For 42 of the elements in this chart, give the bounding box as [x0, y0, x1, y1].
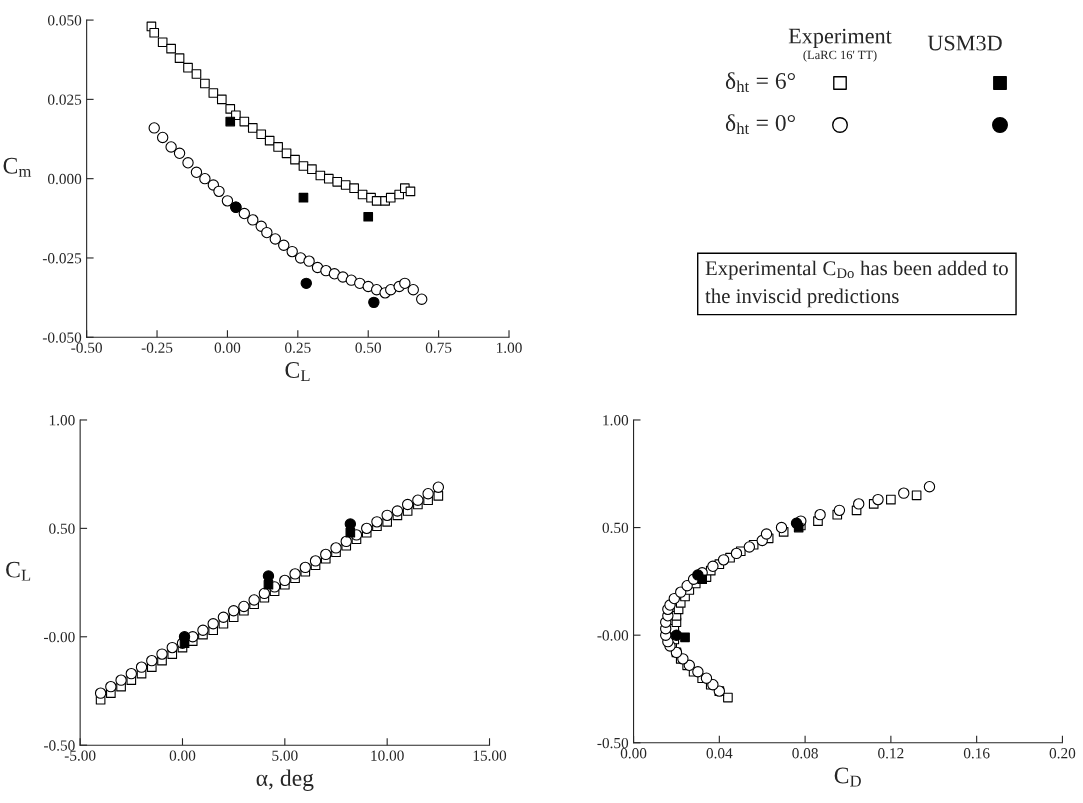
x-tick-label: 0.25 — [285, 342, 311, 353]
x-tick-label: 15.00 — [473, 750, 507, 761]
x-tick-label: 0.00 — [214, 342, 241, 353]
y-tick-label: 0.025 — [47, 94, 82, 105]
y-tick-label: 0.50 — [602, 522, 629, 534]
text: USM3D — [927, 35, 1002, 51]
x-tick-label: 1.00 — [496, 342, 522, 353]
y-tick-label: -0.050 — [42, 332, 82, 343]
x-axis-title: C$_{L}$ — [285, 362, 310, 381]
x-tick-label: 0.75 — [425, 342, 452, 353]
text: (LaRC 16' TT) — [803, 50, 877, 62]
x-tick-label: 0.00 — [169, 750, 196, 761]
y-tick-label: -0.00 — [44, 631, 75, 643]
x-tick-label: -5.00 — [64, 750, 96, 761]
x-axis-title: α, deg — [256, 769, 314, 791]
y-tick-label: 0.050 — [47, 15, 82, 26]
y-tick-label: 0.000 — [47, 173, 82, 185]
text: Experimental C$_{Do}$ has been added to the inviscid predictions — [705, 260, 1008, 308]
x-tick-label: -0.50 — [71, 342, 102, 353]
y-tick-label: -0.00 — [597, 630, 629, 641]
y-tick-label: -0.025 — [42, 253, 82, 264]
y-axis-title: C$_{L}$ — [6, 561, 31, 581]
y-axis-title: C$_{m}$ — [3, 157, 32, 177]
x-tick-label: 0.12 — [878, 748, 904, 759]
x-tick-label: 5.00 — [272, 750, 298, 761]
text: Experiment — [788, 28, 892, 49]
y-tick-label: -0.50 — [44, 740, 75, 751]
x-tick-label: 0.04 — [706, 748, 733, 759]
x-tick-label: -0.25 — [141, 342, 173, 353]
y-tick-label: 1.00 — [49, 415, 75, 426]
x-tick-label: 0.20 — [1049, 748, 1076, 759]
x-tick-label: 0.16 — [963, 748, 990, 759]
x-tick-label: 0.50 — [355, 342, 382, 353]
y-tick-label: 0.50 — [49, 523, 75, 534]
x-tick-label: 0.08 — [792, 748, 818, 759]
x-tick-label: 0.00 — [620, 748, 647, 759]
legend-label: δ$_{ht}$ = 0° — [725, 114, 795, 135]
x-axis-title: C$_{D}$ — [834, 767, 861, 787]
legend-label: δ$_{ht}$ = 6° — [725, 72, 795, 93]
y-tick-label: 1.00 — [603, 415, 629, 426]
y-tick-label: -0.50 — [597, 737, 629, 749]
x-tick-label: 10.00 — [371, 750, 404, 761]
